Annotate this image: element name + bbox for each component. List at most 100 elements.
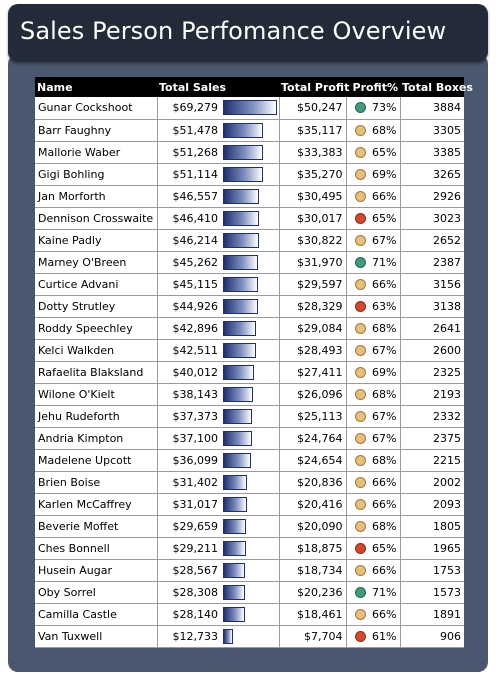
profit-pct-value: 67% bbox=[372, 431, 397, 445]
table-row: Mallorie Waber $51,268 $33,383 65% 3385 bbox=[35, 141, 464, 164]
total-boxes-value: 2215 bbox=[399, 449, 464, 472]
total-sales-value: $36,099 bbox=[156, 449, 221, 472]
salesperson-name: Rafaelita Blaksland bbox=[35, 361, 157, 384]
profit-pct-value: 67% bbox=[372, 409, 397, 423]
total-boxes-value: 3265 bbox=[399, 163, 464, 186]
table-row: Kelci Walkden $42,511 $28,493 67% 2600 bbox=[35, 339, 464, 362]
sales-bar-cell bbox=[221, 295, 279, 318]
salesperson-name: Camilla Castle bbox=[35, 603, 157, 626]
salesperson-name: Ches Bonnell bbox=[35, 537, 157, 560]
sales-bar-cell bbox=[221, 427, 279, 450]
total-profit-value: $24,654 bbox=[278, 449, 346, 472]
profit-pct-cell: 67% bbox=[345, 427, 400, 450]
sales-bar-cell bbox=[221, 97, 279, 120]
sales-bar-cell bbox=[221, 515, 279, 538]
profit-pct-cell: 67% bbox=[345, 405, 400, 428]
total-boxes-value: 2093 bbox=[399, 493, 464, 516]
total-sales-value: $37,100 bbox=[156, 427, 221, 450]
status-dot-icon bbox=[355, 454, 367, 466]
total-profit-value: $30,017 bbox=[278, 207, 346, 230]
table-row: Brien Boise $31,402 $20,836 66% 2002 bbox=[35, 471, 464, 494]
salesperson-name: Dennison Crosswaite bbox=[35, 207, 157, 230]
status-dot-icon bbox=[355, 388, 367, 400]
sales-bar bbox=[223, 210, 259, 226]
total-profit-value: $24,764 bbox=[278, 427, 346, 450]
salesperson-name: Karlen McCaffrey bbox=[35, 493, 157, 516]
table-row: Kaine Padly $46,214 $30,822 67% 2652 bbox=[35, 229, 464, 252]
status-dot-icon bbox=[355, 322, 367, 334]
total-boxes-value: 1891 bbox=[399, 603, 464, 626]
table-row: Karlen McCaffrey $31,017 $20,416 66% 2093 bbox=[35, 493, 464, 516]
total-boxes-value: 3023 bbox=[399, 207, 464, 230]
profit-pct-value: 65% bbox=[372, 145, 397, 159]
total-profit-value: $20,836 bbox=[278, 471, 346, 494]
salesperson-name: Brien Boise bbox=[35, 471, 157, 494]
table-row: Gigi Bohling $51,114 $35,270 69% 3265 bbox=[35, 163, 464, 186]
total-sales-value: $42,511 bbox=[156, 339, 221, 362]
total-boxes-value: 2193 bbox=[399, 383, 464, 406]
salesperson-name: Wilone O'Kielt bbox=[35, 383, 157, 406]
salesperson-name: Curtice Advani bbox=[35, 273, 157, 296]
total-boxes-value: 1753 bbox=[399, 559, 464, 582]
total-sales-value: $51,268 bbox=[156, 141, 221, 164]
profit-pct-cell: 68% bbox=[345, 449, 400, 472]
status-dot-icon bbox=[355, 520, 367, 532]
profit-pct-value: 71% bbox=[372, 255, 397, 269]
sales-bar-cell bbox=[221, 471, 279, 494]
total-profit-value: $33,383 bbox=[278, 141, 346, 164]
total-profit-value: $18,734 bbox=[278, 559, 346, 582]
table-row: Dotty Strutley $44,926 $28,329 63% 3138 bbox=[35, 295, 464, 318]
sales-bar-cell bbox=[221, 229, 279, 252]
profit-pct-value: 66% bbox=[372, 277, 397, 291]
status-dot-icon bbox=[355, 432, 367, 444]
sales-bar bbox=[223, 496, 247, 512]
sales-bar bbox=[223, 518, 246, 534]
column-header-sales-bar bbox=[221, 77, 279, 97]
table-row: Beverie Moffet $29,659 $20,090 68% 1805 bbox=[35, 515, 464, 538]
total-sales-value: $45,262 bbox=[156, 251, 221, 274]
total-profit-value: $30,495 bbox=[278, 185, 346, 208]
status-dot-icon bbox=[355, 344, 367, 356]
profit-pct-cell: 69% bbox=[345, 361, 400, 384]
sales-bar bbox=[223, 386, 253, 402]
total-boxes-value: 3385 bbox=[399, 141, 464, 164]
profit-pct-cell: 71% bbox=[345, 251, 400, 274]
total-boxes-value: 1573 bbox=[399, 581, 464, 604]
total-profit-value: $18,875 bbox=[278, 537, 346, 560]
status-dot-icon bbox=[355, 630, 367, 642]
status-dot-icon bbox=[355, 168, 367, 180]
profit-pct-value: 61% bbox=[372, 629, 397, 643]
profit-pct-cell: 68% bbox=[345, 119, 400, 142]
profit-pct-cell: 66% bbox=[345, 273, 400, 296]
status-dot-icon bbox=[355, 498, 367, 510]
table-row: Oby Sorrel $28,308 $20,236 71% 1573 bbox=[35, 581, 464, 604]
status-dot-icon bbox=[355, 102, 367, 114]
sales-bar-cell bbox=[221, 493, 279, 516]
profit-pct-value: 65% bbox=[372, 211, 397, 225]
sales-bar bbox=[223, 628, 233, 644]
profit-pct-value: 66% bbox=[372, 189, 397, 203]
status-dot-icon bbox=[355, 278, 367, 290]
profit-pct-cell: 65% bbox=[345, 537, 400, 560]
sales-bar bbox=[223, 188, 259, 204]
total-sales-value: $46,410 bbox=[156, 207, 221, 230]
table-row: Marney O'Breen $45,262 $31,970 71% 2387 bbox=[35, 251, 464, 274]
salesperson-name: Barr Faughny bbox=[35, 119, 157, 142]
total-boxes-value: 906 bbox=[399, 625, 464, 648]
table-row: Curtice Advani $45,115 $29,597 66% 3156 bbox=[35, 273, 464, 296]
total-boxes-value: 2002 bbox=[399, 471, 464, 494]
profit-pct-cell: 69% bbox=[345, 163, 400, 186]
total-profit-value: $28,329 bbox=[278, 295, 346, 318]
sales-bar bbox=[223, 364, 254, 380]
table-row: Andria Kimpton $37,100 $24,764 67% 2375 bbox=[35, 427, 464, 450]
sales-bar bbox=[223, 320, 256, 336]
sales-bar-cell bbox=[221, 625, 279, 648]
total-sales-value: $28,308 bbox=[156, 581, 221, 604]
total-sales-value: $45,115 bbox=[156, 273, 221, 296]
profit-pct-cell: 67% bbox=[345, 339, 400, 362]
total-boxes-value: 3138 bbox=[399, 295, 464, 318]
sales-bar-cell bbox=[221, 185, 279, 208]
sales-bar-cell bbox=[221, 317, 279, 340]
profit-pct-cell: 65% bbox=[345, 141, 400, 164]
total-boxes-value: 2600 bbox=[399, 339, 464, 362]
